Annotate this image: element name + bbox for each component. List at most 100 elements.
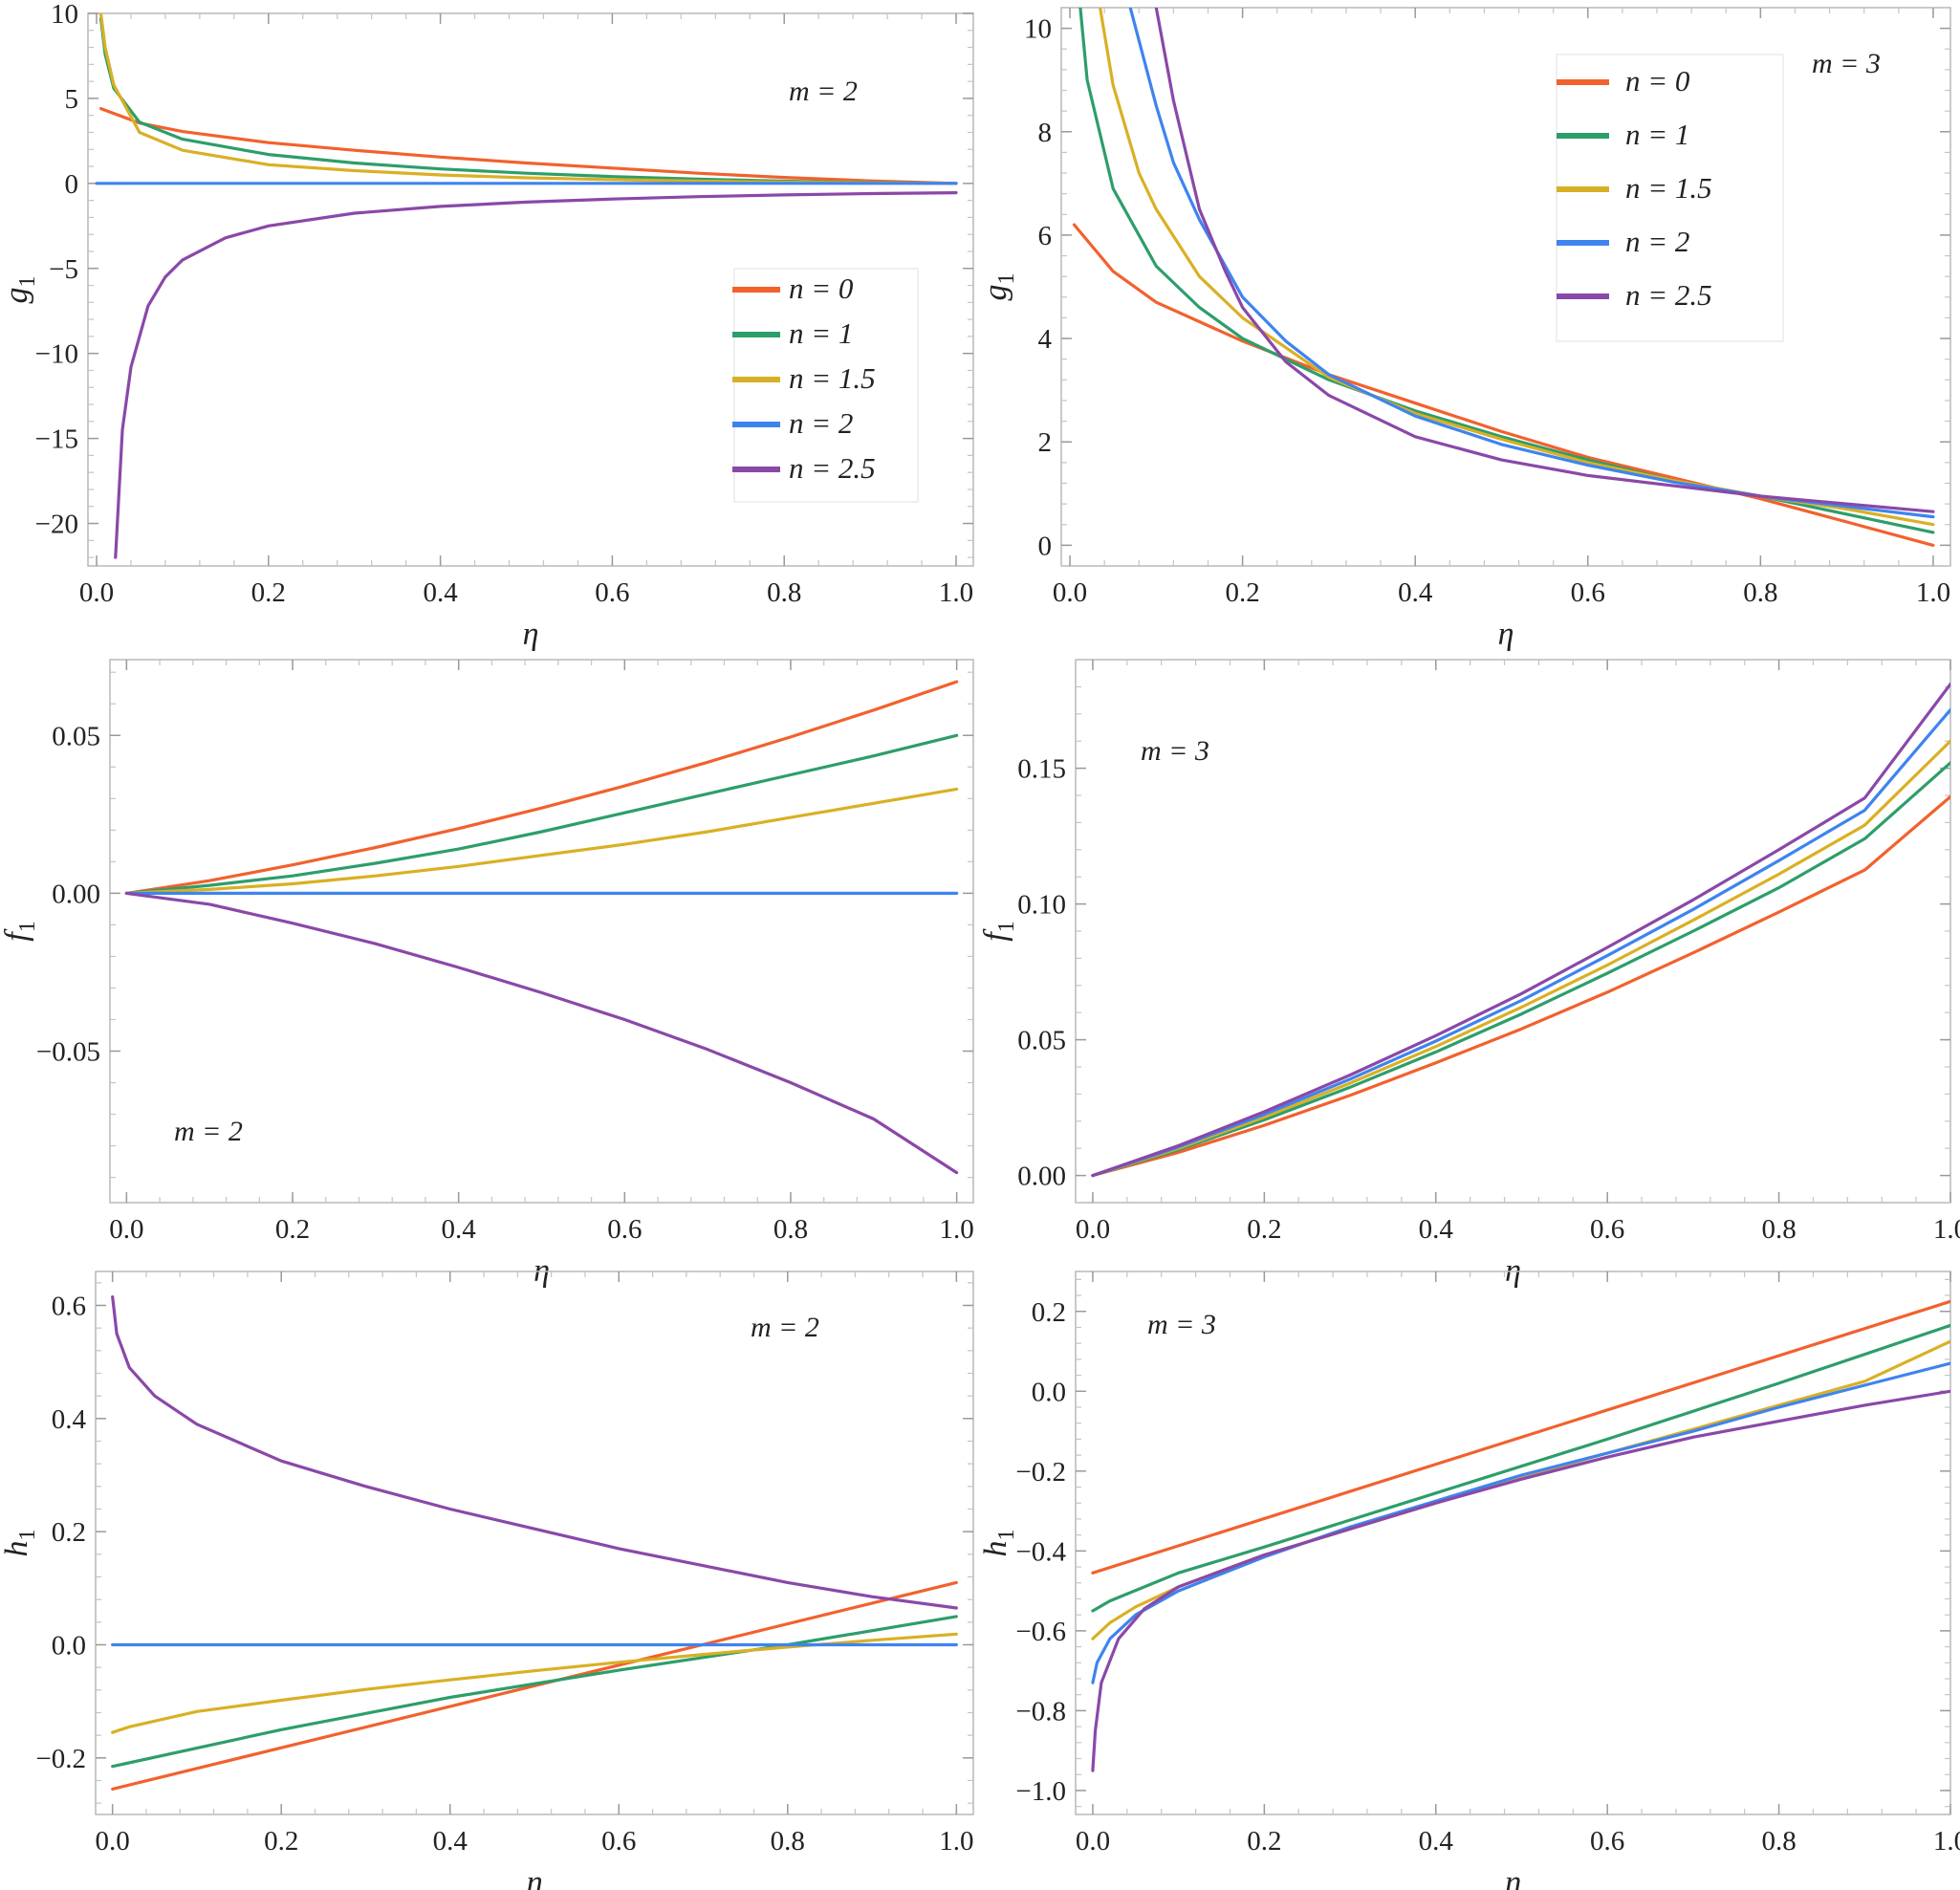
y-tick-label: 0.15 (1017, 754, 1066, 785)
y-tick-label: 5 (65, 84, 79, 115)
x-tick-label: 0.8 (1761, 1214, 1796, 1245)
y-axis-title: h1 (978, 1530, 1019, 1557)
x-tick-label: 0.4 (423, 577, 458, 608)
annotation-m: m = 2 (174, 1116, 243, 1147)
plot-frame (87, 12, 974, 567)
y-axis-title: g1 (0, 276, 40, 304)
x-tick-label: 1.0 (1933, 1826, 1960, 1857)
legend-label: n = 2 (789, 406, 853, 440)
y-tick-label: 2 (1038, 427, 1053, 458)
y-tick-label: 0 (1038, 531, 1053, 561)
y-tick-label: 0.00 (52, 879, 100, 909)
y-tick-label: −0.2 (35, 1744, 86, 1774)
series-line-n2-5 (1091, 1389, 1950, 1772)
legend-label: n = 1 (1625, 118, 1689, 151)
x-tick-label: 0.2 (275, 1214, 310, 1245)
y-axis-subscript: 1 (15, 276, 40, 288)
legend-label: n = 0 (789, 272, 854, 305)
x-tick-label: 0.2 (1247, 1826, 1281, 1857)
y-tick-label: −15 (35, 424, 78, 455)
svg-text:h1: h1 (978, 1530, 1019, 1557)
svg-text:g1: g1 (0, 276, 40, 304)
series-line-n2-5 (1091, 682, 1950, 1178)
series-line-n1 (124, 733, 959, 896)
y-tick-label: 0.10 (1017, 890, 1066, 921)
legend-label: n = 1.5 (1625, 171, 1712, 205)
y-tick-label: −0.4 (1015, 1536, 1066, 1567)
annotation-m: m = 2 (789, 76, 858, 107)
y-axis-subscript: 1 (994, 1530, 1019, 1541)
series-line-n1-5 (1091, 1339, 1950, 1640)
legend-box (733, 268, 919, 503)
annotation-m: m = 3 (1812, 48, 1881, 79)
x-tick-label: 0.6 (1590, 1826, 1624, 1857)
svg-text:h1: h1 (0, 1530, 40, 1557)
y-tick-label: 0.4 (52, 1404, 87, 1435)
y-tick-label: −0.8 (1015, 1696, 1066, 1727)
panel-h1-m2: 0.0 0.2 0.4 0.6 0.8 1.0 0.6 0.4 0.2 0.0 −0.2 η h1 m =… (0, 1271, 974, 1890)
series-line-n1 (1091, 1323, 1950, 1613)
y-tick-label: −0.2 (1015, 1457, 1066, 1488)
series-line-n2-5 (1154, 8, 1935, 513)
plot-frame (109, 659, 974, 1204)
y-tick-label: 8 (1038, 118, 1053, 148)
x-tick-label: 1.0 (1933, 1214, 1960, 1245)
series-group (95, 13, 958, 559)
x-tick-label: 0.0 (109, 1214, 143, 1245)
x-tick-label: 0.4 (433, 1826, 468, 1857)
series-line-n0 (1091, 1299, 1950, 1575)
x-tick-label: 0.8 (773, 1214, 808, 1245)
series-line-n1 (1078, 8, 1935, 534)
y-tick-label: −10 (35, 339, 78, 370)
y-tick-label: 4 (1038, 324, 1053, 355)
x-tick-label: 0.8 (1743, 577, 1777, 608)
y-tick-label: 0.05 (52, 721, 100, 751)
x-tick-label: 1.0 (940, 1214, 974, 1245)
series-group (1091, 1299, 1950, 1772)
y-tick-label: 10 (1024, 14, 1052, 45)
svg-text:f1: f1 (0, 921, 40, 941)
svg-text:g1: g1 (978, 273, 1019, 301)
x-tick-label: 0.2 (1247, 1214, 1281, 1245)
y-tick-label: 0.6 (52, 1292, 86, 1322)
y-tick-label: −1.0 (1015, 1776, 1066, 1807)
y-tick-label: −0.05 (36, 1036, 100, 1067)
x-tick-label: 0.0 (79, 577, 114, 608)
y-tick-label: −0.6 (1015, 1617, 1066, 1647)
y-tick-label: −5 (49, 254, 78, 285)
series-line-n0 (124, 680, 959, 896)
x-tick-label: 0.4 (1398, 577, 1433, 608)
legend-label: n = 2.5 (1625, 278, 1712, 312)
series-line-n2-5 (114, 191, 958, 559)
x-tick-label: 0.6 (1571, 577, 1605, 608)
legend: n = 0 n = 1 n = 1.5 n = 2 n = 2.5 (732, 268, 919, 503)
series-line-n2-5 (111, 1294, 958, 1610)
series-line-n1-5 (124, 787, 959, 896)
series-line-n2 (1091, 1361, 1950, 1684)
x-axis-title: η (523, 617, 539, 652)
y-tick-label: 0.2 (1032, 1297, 1066, 1328)
plot-frame (1075, 1271, 1951, 1815)
x-tick-label: 0.6 (595, 577, 629, 608)
y-axis-title: f1 (978, 921, 1019, 941)
series-line-n1-5 (1091, 739, 1950, 1178)
x-tick-label: 0.6 (1590, 1214, 1624, 1245)
y-axis-title: h1 (0, 1530, 40, 1557)
x-tick-label: 1.0 (1916, 577, 1950, 608)
legend-label: n = 0 (1625, 64, 1690, 98)
x-tick-label: 0.4 (1419, 1214, 1454, 1245)
y-tick-label: 0.0 (52, 1631, 86, 1662)
panel-g1-m2: 0.0 0.2 0.4 0.6 0.8 1.0 10 5 0 −5 −10 −15 −20 η g1 m = … (0, 0, 974, 652)
x-tick-label: 0.0 (96, 1826, 130, 1857)
annotation-m: m = 2 (751, 1312, 819, 1343)
x-tick-label: 0.8 (1761, 1826, 1796, 1857)
y-axis-subscript: 1 (994, 273, 1019, 285)
x-tick-label: 0.2 (1225, 577, 1259, 608)
series-line-n2 (1091, 707, 1950, 1178)
plot-frame (1060, 7, 1951, 567)
y-axis-title: g1 (978, 273, 1019, 301)
y-tick-label: 0.00 (1017, 1162, 1066, 1192)
x-tick-label: 0.6 (607, 1214, 642, 1245)
y-tick-label: 0 (65, 169, 79, 200)
